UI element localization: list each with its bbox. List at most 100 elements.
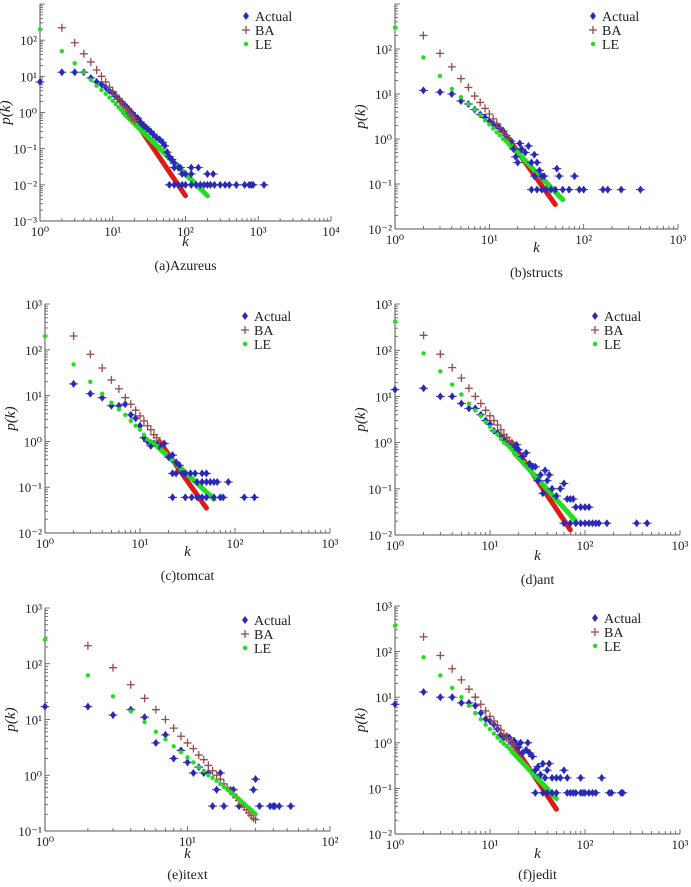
legend-label-ba: BA [254, 324, 274, 339]
x-tick-label: 10⁰ [386, 232, 404, 247]
x-tick-label: 10⁰ [31, 224, 49, 239]
data-point-le [478, 716, 483, 722]
legend-marker-ba [242, 26, 250, 34]
legend-marker-le [592, 341, 598, 347]
series-actual [69, 379, 259, 502]
legend-label-ba: BA [254, 628, 274, 643]
data-point-le [99, 87, 104, 93]
data-point-ba [92, 65, 101, 74]
data-point-le [473, 408, 478, 413]
y-tick-label: 10⁻² [18, 526, 42, 541]
legend-label-actual: Actual [602, 10, 639, 25]
data-point-le [214, 778, 219, 783]
data-point-le [210, 775, 215, 781]
legend-marker-ba [591, 326, 599, 334]
x-tick-label: 10² [322, 834, 339, 849]
y-tick-label: 10¹ [25, 389, 42, 404]
legend-marker-le [590, 41, 596, 47]
x-axis-label: k [533, 240, 540, 256]
chart-panel-5: 10⁰ 10¹ 10²10⁻¹10⁰10¹10²10³p(k)k(e)itextAc… [3, 601, 339, 883]
panel-caption: (d)ant [521, 573, 555, 588]
legend-label-le: LE [254, 338, 271, 353]
y-tick-label: 10² [20, 33, 37, 48]
chart-panel-1: 10⁰ 10¹ 10² 10³ 10⁴ 10⁻³ 10⁻² 10⁻¹ 10⁰ 10¹ 10² p(k)… [0, 3, 340, 274]
data-point-ba [471, 693, 480, 702]
y-tick-label: 10² [375, 343, 392, 358]
data-point-ba [447, 62, 456, 71]
data-point-le [110, 98, 115, 104]
data-point-le [449, 382, 455, 387]
data-point-le [88, 379, 93, 385]
data-point-ba [419, 632, 428, 641]
x-tick-label: 10¹ [482, 837, 499, 852]
data-point-le [142, 719, 147, 725]
x-tick-label: 10¹ [482, 538, 499, 553]
data-point-le [506, 141, 511, 146]
series-ba [69, 332, 164, 446]
data-point-le [478, 413, 483, 419]
data-point-le [37, 27, 43, 32]
data-point-ba [456, 74, 465, 83]
data-point-ba [131, 406, 140, 415]
chart-panel-3: 10⁰ 10¹ 10² 10³ 10⁻² 10⁻¹ 10⁰ 10¹ 10² 10³ p(k) k (c)… [3, 297, 339, 584]
data-point-le [133, 423, 138, 428]
data-point-le [495, 432, 500, 437]
y-tick-label: 10⁰ [374, 132, 392, 147]
series-le [392, 319, 517, 456]
data-point-le [123, 412, 128, 418]
data-point-le [498, 436, 504, 442]
data-point-le [141, 432, 147, 437]
data-point-ba [79, 49, 88, 58]
y-axis-label: p(k) [0, 100, 14, 125]
data-point-le [473, 710, 478, 716]
data-point-le [495, 735, 500, 740]
data-point-ba [448, 363, 457, 372]
data-point-le [128, 709, 133, 714]
series-ba [419, 31, 513, 143]
data-point-le [185, 755, 190, 760]
data-point-ba [183, 738, 192, 747]
legend-label-actual: Actual [604, 612, 641, 627]
y-tick-label: 10⁻¹ [368, 482, 392, 497]
data-point-ba [419, 31, 428, 40]
y-tick-label: 10¹ [375, 389, 392, 404]
y-tick-label: 10² [25, 343, 42, 358]
data-point-le [483, 419, 488, 425]
data-point-ba [464, 83, 473, 92]
data-point-le [438, 369, 443, 374]
data-point-le [392, 319, 398, 324]
legend-label-ba: BA [602, 24, 622, 39]
data-point-le [171, 744, 176, 749]
data-point-le [128, 418, 133, 424]
y-tick-label: 10⁻¹ [368, 177, 392, 192]
data-point-le [437, 73, 443, 79]
x-tick-label: 10⁰ [36, 536, 54, 551]
series-le [42, 333, 159, 449]
series-ba [57, 23, 139, 125]
y-tick-label: 10² [375, 42, 392, 57]
chart-panel-4: 10⁰ 10¹ 10² 10³ 10⁻² 10⁻¹ 10⁰ 10¹ 10² 10³ p(k) k (d)… [353, 297, 689, 588]
y-tick-label: 10⁻² [13, 178, 37, 193]
data-point-le [482, 118, 488, 123]
data-point-le [196, 764, 201, 770]
legend-marker-actual [590, 12, 596, 20]
data-point-ba [105, 83, 114, 92]
legend-marker-actual [592, 312, 598, 320]
data-point-le [487, 122, 492, 127]
legend-label-ba: BA [255, 24, 275, 39]
y-tick-label: 10⁰ [24, 434, 42, 449]
series-ba [419, 632, 519, 751]
legend-label-le: LE [254, 642, 271, 657]
data-point-ba [208, 766, 217, 775]
y-tick-label: 10⁻¹ [368, 781, 392, 796]
data-point-le [154, 443, 159, 449]
data-point-le [494, 130, 500, 135]
x-tick-label: 10² [227, 536, 244, 551]
y-tick-label: 10¹ [375, 87, 392, 102]
data-point-ba [86, 57, 95, 66]
data-point-le [178, 749, 184, 755]
series-le [392, 623, 515, 754]
x-tick-label: 10² [577, 538, 594, 553]
y-tick-label: 10³ [375, 599, 392, 614]
